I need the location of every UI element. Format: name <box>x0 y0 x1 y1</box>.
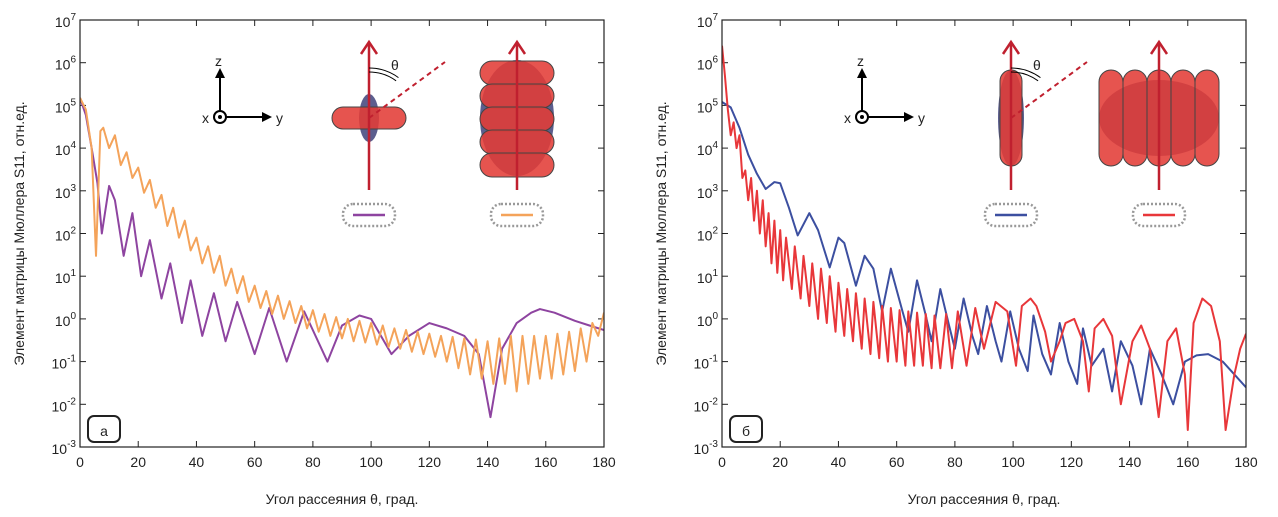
x-tick-label: 40 <box>831 454 847 470</box>
axis-icon <box>904 112 914 122</box>
angle-arc <box>368 67 399 79</box>
scatter-direction <box>368 61 446 119</box>
angle-label: θ <box>391 57 399 73</box>
y-tick-label: 106 <box>697 54 719 72</box>
y-tick-label: 103 <box>55 182 77 200</box>
y-tick-label: 101 <box>55 268 77 286</box>
axis-icon <box>857 68 867 78</box>
y-tick-label: 104 <box>697 140 719 158</box>
x-tick-label: 20 <box>130 454 146 470</box>
x-tick-label: 160 <box>1176 454 1200 470</box>
panel-label-box <box>729 415 763 443</box>
x-tick-label: 0 <box>76 454 84 470</box>
series-line <box>80 97 604 393</box>
scatter-direction <box>1010 61 1088 119</box>
y-axis-label: Элемент матрицы Мюллера S11, отн.ед. <box>11 101 27 365</box>
y-tick-label: 107 <box>697 12 719 30</box>
particle <box>1170 69 1196 167</box>
x-tick-label: 60 <box>889 454 905 470</box>
x-axis-label: Угол рассеяния θ, град. <box>908 491 1061 507</box>
panel-label: а <box>100 423 108 439</box>
x-tick-label: 80 <box>305 454 321 470</box>
x-tick-label: 40 <box>189 454 205 470</box>
y-tick-label: 10-3 <box>52 439 77 457</box>
axis-icon <box>262 112 272 122</box>
beam-arrow <box>359 39 379 55</box>
x-tick-label: 80 <box>947 454 963 470</box>
plot-frame <box>79 19 605 448</box>
x-tick-label: 160 <box>534 454 558 470</box>
inset-axis-label: y <box>276 110 283 126</box>
x-tick-label: 60 <box>247 454 263 470</box>
particle <box>1194 69 1220 167</box>
y-tick-label: 10-3 <box>694 439 719 457</box>
angle-arc <box>1010 67 1041 79</box>
y-tick-label: 101 <box>697 268 719 286</box>
y-tick-label: 103 <box>697 182 719 200</box>
x-tick-label: 140 <box>476 454 500 470</box>
beam-arrow <box>507 39 527 55</box>
panel-label: б <box>742 423 750 439</box>
axis-icon <box>860 115 864 119</box>
angle-arc <box>1010 71 1039 82</box>
x-tick-label: 100 <box>359 454 383 470</box>
inset-axis-label: x <box>844 110 851 126</box>
angle-label: θ <box>1033 57 1041 73</box>
axis-icon <box>215 68 225 78</box>
y-tick-label: 104 <box>55 140 77 158</box>
particle <box>1122 69 1148 167</box>
y-tick-label: 10-1 <box>694 353 719 371</box>
x-tick-label: 100 <box>1001 454 1025 470</box>
particle <box>1098 69 1124 167</box>
y-tick-label: 105 <box>697 97 719 115</box>
beam-arrow <box>1001 39 1021 55</box>
panel-label-box <box>87 415 121 443</box>
x-tick-label: 0 <box>718 454 726 470</box>
y-tick-label: 107 <box>55 12 77 30</box>
series-line <box>722 101 1246 406</box>
angle-arc <box>368 71 397 82</box>
x-tick-label: 120 <box>418 454 442 470</box>
y-tick-label: 102 <box>697 225 719 243</box>
axis-icon <box>218 115 222 119</box>
y-tick-label: 106 <box>55 54 77 72</box>
inset-axis-label: y <box>918 110 925 126</box>
beam-arrow <box>1149 39 1169 55</box>
y-tick-label: 10-2 <box>52 396 77 414</box>
y-tick-label: 102 <box>55 225 77 243</box>
inset-axis-label: z <box>215 53 222 69</box>
y-tick-label: 10-1 <box>52 353 77 371</box>
series-line <box>80 97 604 419</box>
plot-frame <box>721 19 1247 448</box>
series-line <box>722 45 1246 432</box>
x-tick-label: 20 <box>772 454 788 470</box>
inset-axis-label: z <box>857 53 864 69</box>
y-tick-label: 100 <box>55 311 77 329</box>
x-axis-label: Угол рассеяния θ, град. <box>266 491 419 507</box>
y-tick-label: 105 <box>55 97 77 115</box>
y-tick-label: 100 <box>697 311 719 329</box>
x-tick-label: 140 <box>1118 454 1142 470</box>
x-tick-label: 180 <box>592 454 616 470</box>
x-tick-label: 120 <box>1060 454 1084 470</box>
y-axis-label: Элемент матрицы Мюллера S11, отн.ед. <box>653 101 669 365</box>
y-tick-label: 10-2 <box>694 396 719 414</box>
x-tick-label: 180 <box>1234 454 1258 470</box>
inset-axis-label: x <box>202 110 209 126</box>
